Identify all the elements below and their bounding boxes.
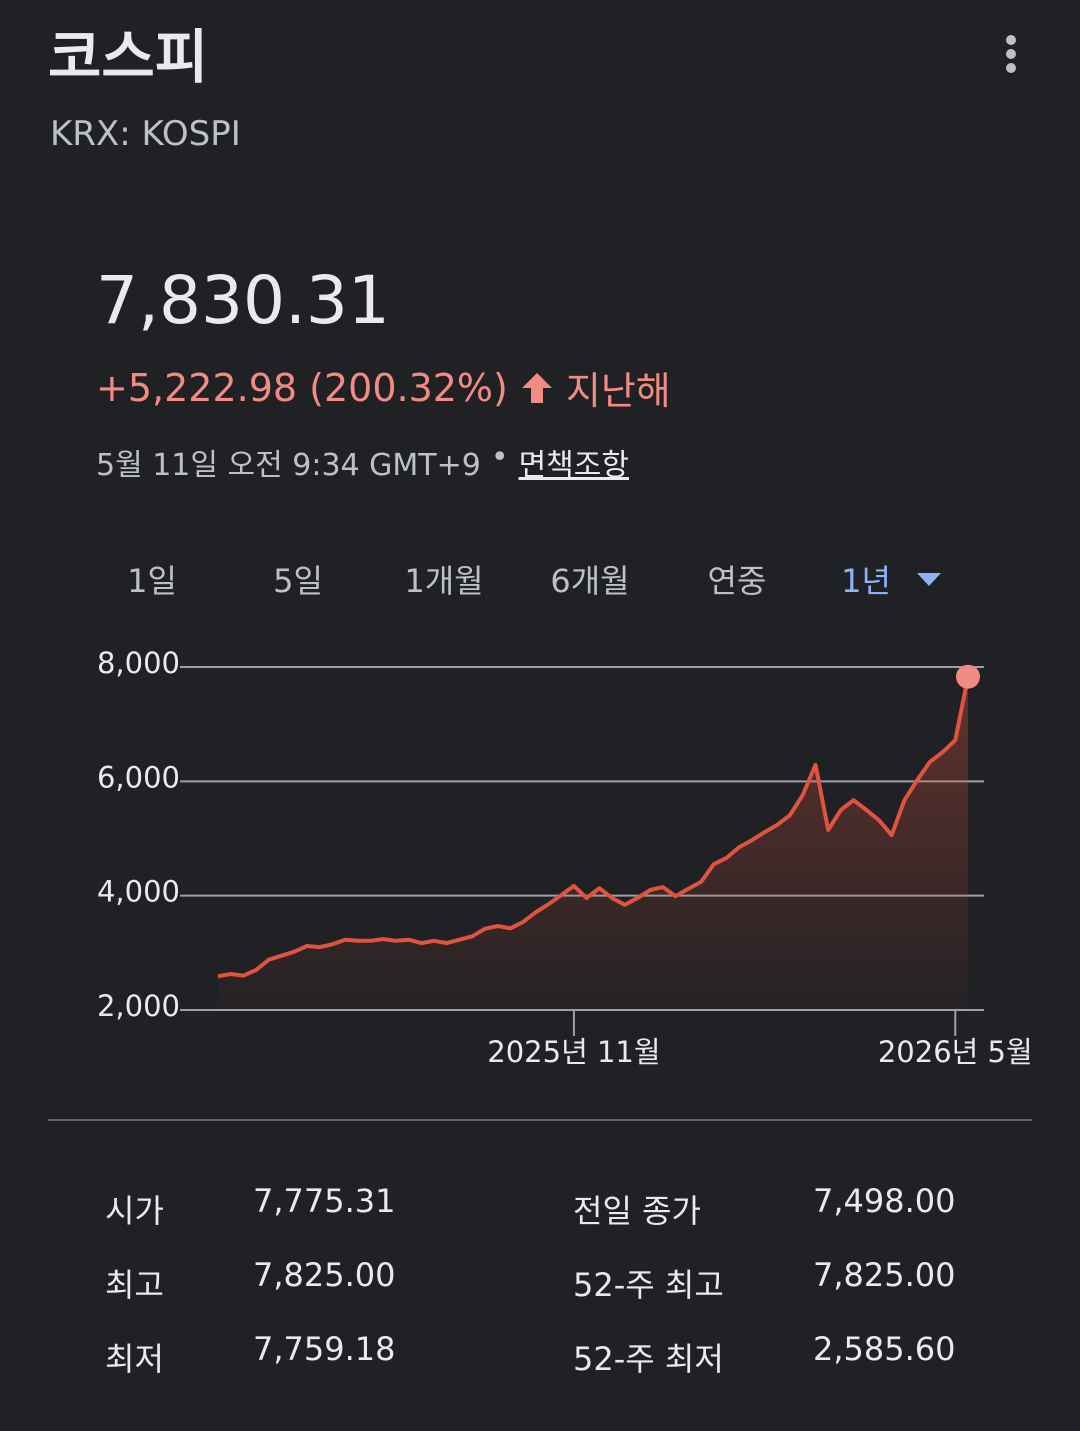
- subtitle: KRX: KOSPI: [50, 114, 241, 154]
- up-arrow: [521, 372, 552, 403]
- stat-value: 7,825.00: [813, 1256, 956, 1294]
- stat-label: 최저: [105, 1340, 164, 1378]
- stat-value: 7,775.31: [253, 1182, 396, 1220]
- stat-label: 시가: [105, 1192, 164, 1230]
- stat-value: 2,585.60: [813, 1330, 956, 1368]
- disclaimer-link[interactable]: 면책조항: [518, 448, 629, 483]
- y-tick-label: 2,000: [97, 989, 180, 1023]
- y-tick-label: 4,000: [97, 875, 180, 909]
- range-tabs: 1일 5일 1개월 6개월 연중 1년: [0, 556, 1080, 604]
- end-point: [956, 664, 980, 689]
- timestamp: 5월 11일 오전 9:34 GMT+9: [96, 448, 481, 483]
- y-tick-label: 6,000: [97, 760, 180, 794]
- change: +5,222.98 (200.32%): [96, 365, 508, 410]
- stat-label: 전일 종가: [573, 1192, 701, 1230]
- area: [218, 676, 968, 1010]
- range-tab[interactable]: 1개월: [404, 562, 484, 600]
- stat-value: 7,825.00: [253, 1256, 396, 1294]
- stat-value: 7,759.18: [253, 1330, 396, 1368]
- title: 코스피: [48, 23, 209, 91]
- stat-label: 52-주 최저: [573, 1340, 724, 1378]
- stat-label: 52-주 최고: [573, 1266, 724, 1304]
- range-tab[interactable]: 1일: [127, 562, 177, 600]
- range-tab[interactable]: 연중: [707, 562, 767, 600]
- period: 지난해: [565, 369, 671, 413]
- change-row: +5,222.98 (200.32%) 지난해: [96, 360, 671, 415]
- time-row: 5월 11일 오전 9:34 GMT+9 • 면책조항: [96, 440, 629, 484]
- separator: •: [490, 440, 509, 475]
- range-tab[interactable]: 6개월: [550, 562, 630, 600]
- line: [217, 676, 970, 979]
- range-tab[interactable]: 5일: [273, 562, 323, 600]
- x-tick-label: 2025년 11월: [487, 1035, 660, 1069]
- y-tick-label: 8,000: [97, 646, 180, 680]
- x-tick-label: 2026년 5월: [878, 1035, 1033, 1069]
- range-tab[interactable]: 1년: [841, 562, 891, 600]
- dropdown-arrow[interactable]: [917, 573, 941, 586]
- price: 7,830.31: [96, 262, 390, 339]
- stat-label: 최고: [105, 1266, 164, 1304]
- more-menu[interactable]: [1006, 35, 1016, 73]
- stat-value: 7,498.00: [813, 1182, 956, 1220]
